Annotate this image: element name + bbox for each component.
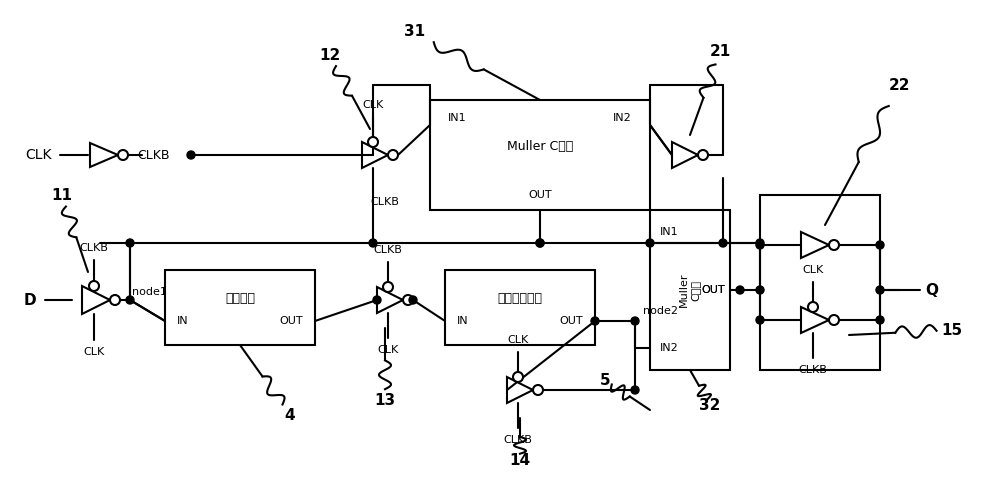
Bar	[445, 270, 595, 345]
Text: IN1: IN1	[448, 113, 467, 123]
Bar	[760, 195, 880, 370]
Circle shape	[719, 239, 727, 247]
Text: IN: IN	[457, 316, 469, 326]
Circle shape	[187, 151, 195, 159]
Circle shape	[631, 317, 639, 325]
Circle shape	[110, 295, 120, 305]
Text: CLK: CLK	[802, 265, 824, 275]
Text: CLKB: CLKB	[799, 365, 827, 375]
Text: Muller C单元: Muller C单元	[507, 139, 573, 153]
Circle shape	[383, 282, 393, 292]
Circle shape	[126, 239, 134, 247]
Circle shape	[409, 296, 417, 304]
Text: 11: 11	[52, 188, 72, 203]
Circle shape	[368, 137, 378, 147]
Text: 22: 22	[889, 77, 911, 92]
Text: node1: node1	[132, 287, 167, 297]
Text: 14: 14	[509, 452, 531, 468]
Text: OUT: OUT	[701, 285, 725, 295]
Text: IN2: IN2	[613, 113, 632, 123]
Text: 施密特反相器: 施密特反相器	[498, 292, 542, 305]
Text: IN: IN	[177, 316, 189, 326]
Circle shape	[536, 239, 544, 247]
Text: node2: node2	[643, 306, 678, 316]
Text: CLKB: CLKB	[504, 435, 532, 445]
Text: 15: 15	[941, 323, 963, 337]
Circle shape	[591, 317, 599, 325]
Text: CLKB: CLKB	[374, 245, 402, 255]
Circle shape	[403, 295, 413, 305]
Text: CLKB: CLKB	[138, 149, 170, 161]
Circle shape	[533, 385, 543, 395]
Text: 12: 12	[319, 48, 341, 63]
Circle shape	[736, 286, 744, 294]
Bar	[165, 270, 315, 345]
Text: 4: 4	[285, 407, 295, 422]
Circle shape	[756, 241, 764, 249]
Text: 5: 5	[600, 372, 610, 387]
Circle shape	[536, 239, 544, 247]
Circle shape	[876, 286, 884, 294]
Text: OUT: OUT	[559, 316, 583, 326]
Text: OUT: OUT	[701, 285, 725, 295]
Text: Muller
C单元: Muller C单元	[679, 273, 701, 307]
Text: CLKB: CLKB	[80, 243, 108, 253]
Circle shape	[631, 386, 639, 394]
Circle shape	[829, 240, 839, 250]
Text: CLK: CLK	[377, 345, 399, 355]
Circle shape	[373, 296, 381, 304]
Circle shape	[89, 281, 99, 291]
Circle shape	[118, 150, 128, 160]
Circle shape	[876, 241, 884, 249]
Circle shape	[388, 150, 398, 160]
Bar	[430, 100, 650, 210]
Text: OUT: OUT	[528, 190, 552, 200]
Circle shape	[756, 316, 764, 324]
Text: CLK: CLK	[25, 148, 51, 162]
Text: CLK: CLK	[83, 347, 105, 357]
Text: IN2: IN2	[660, 343, 679, 353]
Circle shape	[646, 239, 654, 247]
Text: 延时电路: 延时电路	[225, 292, 255, 305]
Circle shape	[876, 316, 884, 324]
Text: Q: Q	[926, 282, 938, 297]
Circle shape	[756, 286, 764, 294]
Text: 32: 32	[699, 398, 721, 413]
Circle shape	[829, 315, 839, 325]
Text: 13: 13	[374, 393, 396, 407]
Text: CLKB: CLKB	[371, 197, 399, 207]
Text: OUT: OUT	[279, 316, 303, 326]
Text: 21: 21	[709, 45, 731, 59]
Text: D: D	[24, 293, 36, 308]
Text: CLK: CLK	[507, 335, 529, 345]
Circle shape	[126, 296, 134, 304]
Circle shape	[698, 150, 708, 160]
Circle shape	[808, 302, 818, 312]
Text: 31: 31	[404, 24, 426, 39]
Circle shape	[369, 239, 377, 247]
Circle shape	[513, 372, 523, 382]
Text: CLK: CLK	[362, 100, 384, 110]
Text: IN1: IN1	[660, 227, 679, 237]
Circle shape	[756, 239, 764, 247]
Bar	[650, 210, 730, 370]
